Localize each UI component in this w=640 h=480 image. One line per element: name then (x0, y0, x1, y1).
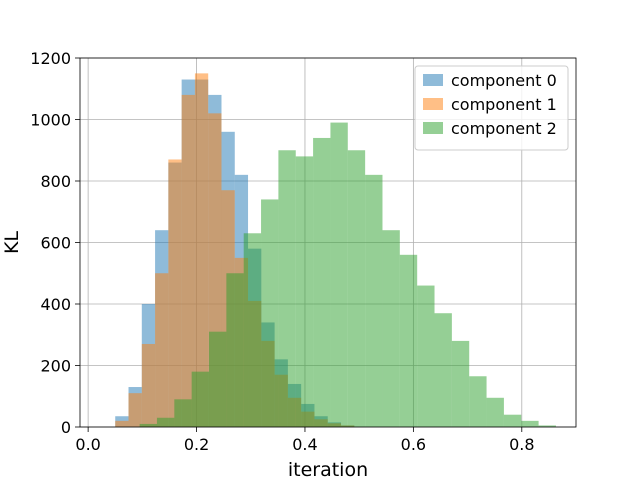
histogram-bar (194, 73, 209, 427)
legend-swatch (423, 74, 443, 86)
histogram-bars (115, 73, 556, 428)
histogram-bar (128, 393, 142, 427)
y-axis-ticks: 0 200 400 600 800 1000 1200 (30, 49, 80, 437)
histogram-bar (399, 254, 418, 427)
histogram-bar (141, 343, 156, 427)
histogram-bar (451, 340, 470, 427)
x-tick-label: 0.0 (75, 435, 100, 454)
histogram-bar (191, 371, 210, 427)
histogram-bar (469, 376, 487, 427)
histogram-bar (434, 313, 452, 427)
histogram-bar (243, 233, 262, 427)
x-tick-label: 0.2 (184, 435, 209, 454)
legend-swatch (423, 98, 443, 110)
legend-label: component 1 (451, 95, 557, 114)
histogram-bar (330, 122, 348, 427)
y-tick-label: 800 (40, 172, 71, 191)
histogram-bar (156, 417, 175, 427)
y-tick-label: 0 (61, 418, 71, 437)
histogram-bar (174, 399, 192, 427)
histogram-bar (521, 420, 539, 427)
histogram-bar (503, 414, 522, 427)
histogram-bar (226, 273, 244, 427)
histogram-bar (365, 174, 383, 427)
y-tick-label: 400 (40, 295, 71, 314)
x-axis-ticks: 0.0 0.2 0.4 0.6 0.8 (75, 427, 535, 454)
legend: component 0 component 1 component 2 (414, 65, 569, 151)
y-tick-label: 1000 (30, 111, 71, 130)
histogram-bar (181, 94, 195, 428)
legend-box (414, 65, 569, 151)
histogram-bar (278, 150, 296, 427)
histogram-bar (295, 156, 314, 427)
y-tick-label: 200 (40, 357, 71, 376)
y-axis-label: KL (1, 231, 23, 254)
legend-label: component 2 (451, 119, 557, 138)
histogram-bar (382, 230, 400, 427)
x-tick-label: 0.6 (401, 435, 426, 454)
histogram-bar (209, 331, 227, 427)
histogram-bar (115, 420, 129, 427)
y-tick-label: 1200 (30, 49, 71, 68)
legend-label: component 0 (451, 71, 557, 90)
x-tick-label: 0.4 (292, 435, 317, 454)
histogram-bar (538, 425, 556, 427)
legend-swatch (423, 122, 443, 134)
x-tick-label: 0.8 (509, 435, 534, 454)
histogram-bar (313, 137, 331, 427)
x-axis-label: iteration (288, 459, 368, 480)
histogram-bar (155, 273, 169, 427)
histogram-bar (417, 285, 435, 427)
histogram-bar (486, 397, 504, 427)
histogram-bar (139, 423, 157, 427)
histogram-bar (347, 150, 366, 427)
histogram-bar (168, 159, 182, 427)
y-tick-label: 600 (40, 234, 71, 253)
series-2-bars (139, 122, 556, 427)
histogram-bar (261, 199, 279, 427)
